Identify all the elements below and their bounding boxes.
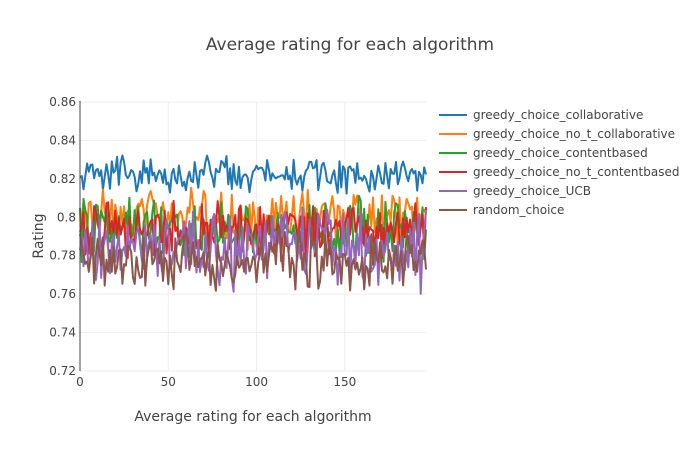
y-tick-label: 0.86 bbox=[49, 95, 76, 109]
legend-label: random_choice bbox=[473, 203, 564, 217]
x-tick-label: 50 bbox=[161, 375, 176, 389]
legend: greedy_choice_collaborative greedy_choice… bbox=[439, 108, 679, 217]
legend-label: greedy_choice_no_t_contentbased bbox=[473, 165, 679, 179]
y-tick-label: 0.78 bbox=[49, 249, 76, 263]
legend-label: greedy_choice_UCB bbox=[473, 184, 591, 198]
y-tick-label: 0.76 bbox=[49, 287, 76, 301]
series-line-greedy_choice_no_t_contentbased bbox=[79, 199, 427, 263]
series-line-greedy_choice_collaborative bbox=[79, 154, 427, 195]
legend-label: greedy_choice_contentbased bbox=[473, 146, 648, 160]
y-tick-label: 0.74 bbox=[49, 326, 76, 340]
x-axis-ticks: 0 50 100 150 bbox=[76, 375, 356, 389]
y-axis-ticks: 0.72 0.74 0.76 0.78 0.8 0.82 0.84 0.86 bbox=[49, 95, 76, 378]
y-tick-label: 0.72 bbox=[49, 364, 76, 378]
series-line-random_choice bbox=[79, 226, 427, 292]
x-tick-label: 0 bbox=[76, 375, 84, 389]
x-axis-title: Average rating for each algorithm bbox=[134, 409, 371, 425]
series-lines bbox=[79, 154, 427, 295]
y-tick-label: 0.84 bbox=[49, 133, 76, 147]
y-tick-label: 0.82 bbox=[49, 172, 76, 186]
y-axis-title: Rating bbox=[31, 213, 47, 258]
x-tick-label: 150 bbox=[333, 375, 356, 389]
legend-label: greedy_choice_collaborative bbox=[473, 108, 643, 122]
legend-label: greedy_choice_no_t_collaborative bbox=[473, 127, 675, 141]
x-tick-label: 100 bbox=[245, 375, 268, 389]
y-tick-label: 0.8 bbox=[57, 210, 76, 224]
series-line-greedy_choice_UCB bbox=[79, 206, 427, 295]
chart-title: Average rating for each algorithm bbox=[206, 35, 494, 55]
